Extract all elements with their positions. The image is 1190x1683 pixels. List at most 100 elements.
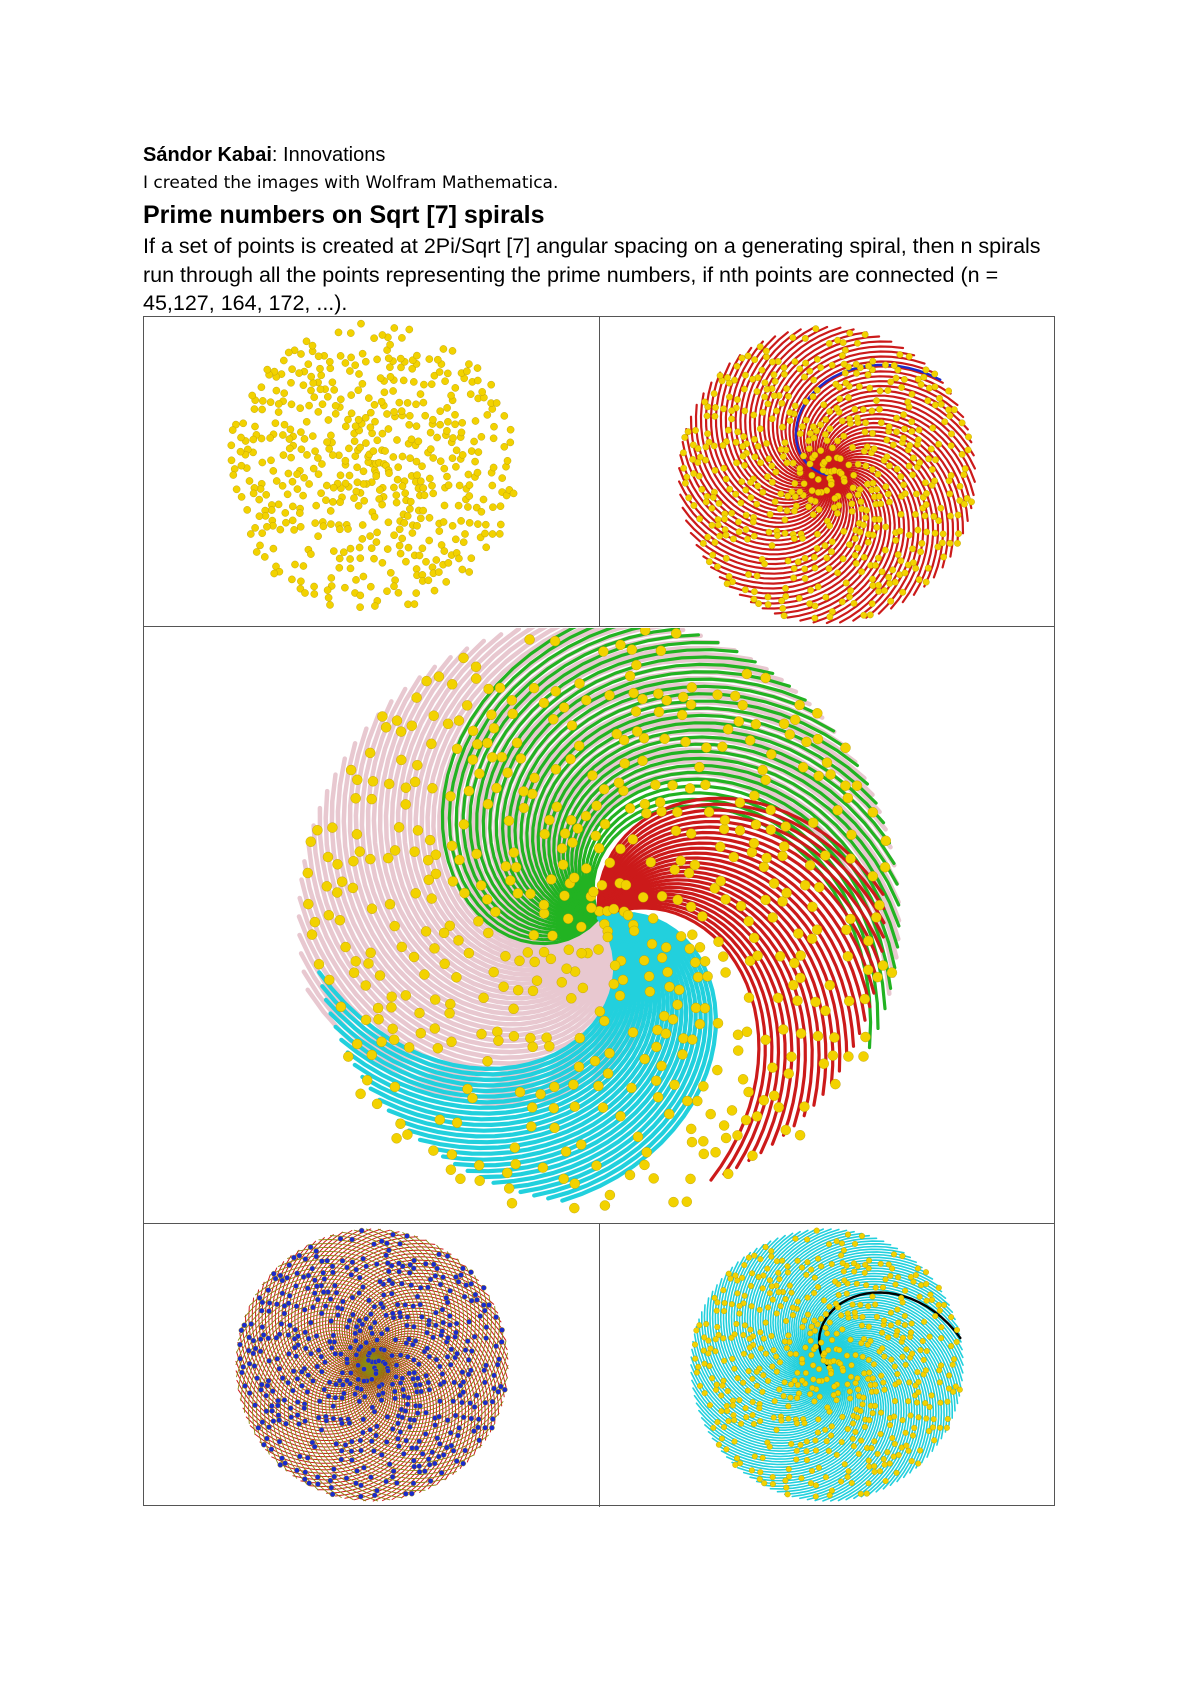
prime-point xyxy=(767,912,778,923)
prime-point xyxy=(796,465,804,473)
prime-point xyxy=(872,1402,879,1409)
prime-point xyxy=(282,1460,288,1466)
prime-point xyxy=(386,373,395,381)
figure-dense-spirals xyxy=(144,1225,599,1505)
prime-point xyxy=(653,688,664,699)
spiral-arm xyxy=(681,473,843,561)
prime-point xyxy=(308,1350,314,1357)
prime-point xyxy=(899,1353,906,1360)
prime-point xyxy=(389,1474,396,1480)
prime-point xyxy=(823,554,831,562)
prime-point xyxy=(436,1251,442,1258)
prime-point xyxy=(906,1379,913,1386)
prime-point xyxy=(836,1346,843,1353)
prime-point xyxy=(871,1438,878,1445)
prime-point xyxy=(340,941,351,953)
prime-point xyxy=(252,548,261,556)
prime-point xyxy=(460,1460,467,1467)
prime-point xyxy=(393,822,405,833)
prime-point xyxy=(489,463,498,472)
prime-point xyxy=(332,1282,338,1289)
prime-point xyxy=(845,461,853,469)
prime-point xyxy=(493,1035,504,1046)
prime-point xyxy=(925,1428,932,1435)
prime-point xyxy=(917,1347,924,1354)
spiral-arm xyxy=(826,1325,937,1458)
prime-point xyxy=(845,394,852,401)
prime-point xyxy=(353,1480,359,1487)
spiral-arm xyxy=(317,805,617,1049)
prime-point xyxy=(412,589,421,597)
prime-point xyxy=(510,1158,521,1170)
prime-point xyxy=(276,1438,283,1445)
prime-point xyxy=(917,1447,924,1454)
prime-point xyxy=(905,1398,912,1405)
prime-point xyxy=(346,555,354,563)
prime-point xyxy=(742,1405,749,1412)
prime-point xyxy=(334,915,346,926)
prime-point xyxy=(672,806,683,818)
prime-point xyxy=(891,1440,898,1447)
prime-point xyxy=(300,435,309,443)
prime-point xyxy=(591,1160,602,1171)
prime-point xyxy=(432,1422,438,1428)
prime-point xyxy=(331,410,340,418)
prime-point xyxy=(751,436,758,443)
prime-point xyxy=(866,611,874,619)
prime-point xyxy=(747,1150,758,1161)
prime-point xyxy=(893,428,900,436)
prime-point xyxy=(488,481,497,490)
prime-point xyxy=(892,1281,899,1288)
spiral-arm xyxy=(353,1364,508,1444)
prime-point xyxy=(825,1447,832,1454)
prime-point xyxy=(865,1356,872,1363)
prime-point xyxy=(312,501,320,510)
prime-point xyxy=(791,358,799,365)
prime-point xyxy=(702,971,713,982)
prime-point xyxy=(765,804,776,816)
prime-point xyxy=(758,1095,769,1106)
prime-point xyxy=(357,1328,363,1334)
prime-point xyxy=(840,780,851,791)
prime-point xyxy=(419,1451,426,1457)
prime-point xyxy=(427,380,436,388)
prime-point xyxy=(859,1232,866,1239)
spiral-arm xyxy=(812,467,896,624)
spiral-arm xyxy=(371,1235,461,1391)
prime-point xyxy=(881,587,888,594)
prime-point xyxy=(317,489,325,497)
prime-point xyxy=(274,500,283,509)
prime-point xyxy=(457,517,465,525)
spiral-arm xyxy=(573,763,901,928)
prime-point xyxy=(820,1357,827,1364)
prime-point xyxy=(307,1244,314,1250)
prime-point xyxy=(390,582,398,591)
prime-point xyxy=(331,887,343,898)
prime-point xyxy=(354,1385,361,1391)
prime-point xyxy=(756,1476,763,1483)
prime-point xyxy=(350,494,358,502)
prime-point xyxy=(341,479,350,488)
prime-point xyxy=(453,1458,460,1464)
prime-point xyxy=(330,1403,337,1409)
prime-point xyxy=(408,951,420,963)
prime-point xyxy=(841,1277,848,1284)
prime-point xyxy=(807,496,815,504)
prime-point xyxy=(397,363,405,372)
prime-point xyxy=(451,535,460,544)
prime-point xyxy=(410,1303,417,1309)
prime-point xyxy=(316,1398,323,1404)
prime-point xyxy=(773,407,780,415)
prime-point xyxy=(880,1456,887,1463)
prime-point xyxy=(876,405,883,413)
prime-point xyxy=(733,396,741,404)
prime-point xyxy=(935,440,943,448)
prime-point xyxy=(276,1365,283,1372)
prime-point xyxy=(365,853,376,865)
prime-point xyxy=(778,718,790,730)
prime-point xyxy=(426,1461,433,1468)
prime-point xyxy=(821,431,829,438)
prime-point xyxy=(725,426,732,434)
prime-point xyxy=(795,950,806,961)
prime-point xyxy=(777,850,788,862)
